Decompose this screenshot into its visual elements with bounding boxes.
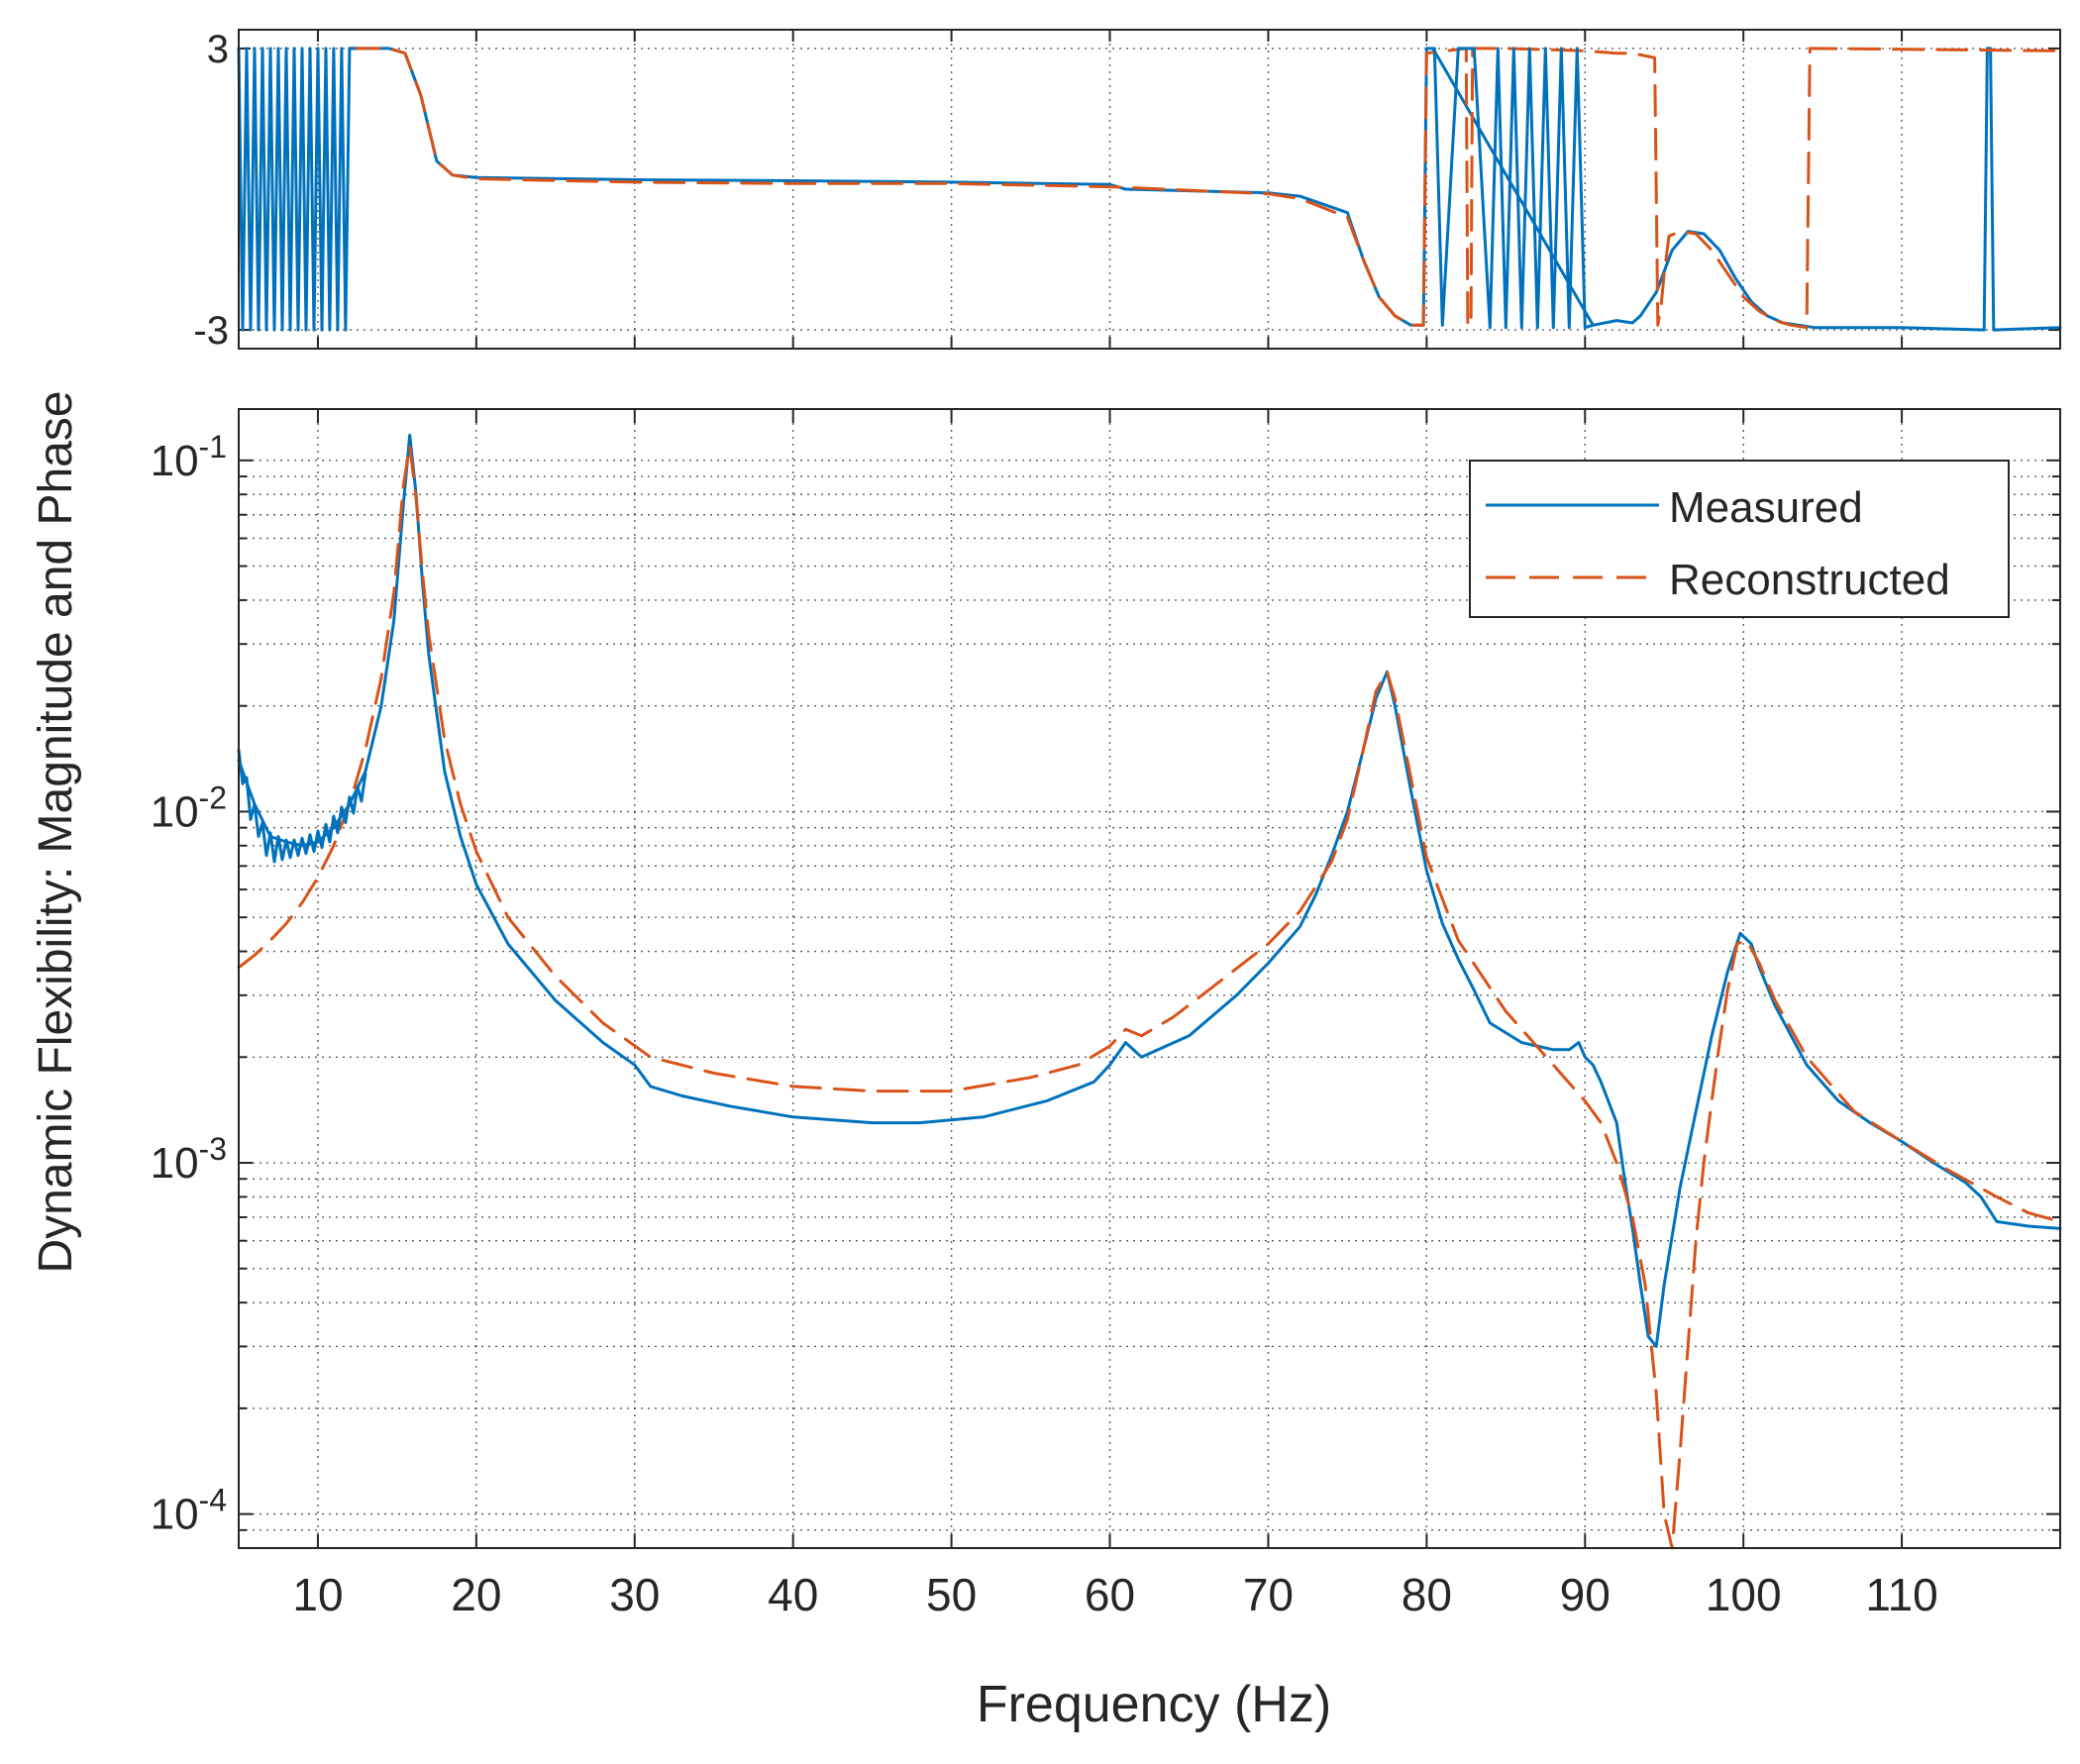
phase-y-tick-label: -3 [193, 309, 229, 353]
x-tick-label: 100 [1706, 1569, 1782, 1620]
magnitude-y-tick-labels: 10-4 10-3 10-2 10-1 [151, 429, 227, 1539]
magnitude-y-tick-label: 10-3 [151, 1131, 227, 1188]
legend-box [1469, 460, 2010, 618]
phase-axes-frame [238, 29, 2061, 350]
legend: Measured Reconstructed [1469, 460, 2010, 618]
magnitude-lines [237, 433, 2062, 1550]
legend-label-measured: Measured [1669, 483, 1863, 532]
x-tick-label: 40 [768, 1569, 818, 1620]
x-axis-label: Frequency (Hz) [977, 1676, 1331, 1733]
phase-lines [237, 47, 2062, 332]
magnitude-axes-frame [238, 408, 2061, 1549]
phase-series-measured-phase-wrapping-5-12-hz [237, 47, 357, 332]
x-tick-label: 50 [926, 1569, 977, 1620]
x-tick-label: 80 [1402, 1569, 1452, 1620]
legend-label-reconstructed: Reconstructed [1669, 556, 1950, 604]
phase-y-tick-labels: -3 3 [193, 28, 229, 353]
magnitude-panel: 10-4 10-3 10-2 10-1 10 20 30 40 50 60 70 80 90 100 11… [151, 30, 2062, 1620]
y-axis-label: Dynamic Flexibility: Magnitude and Phase [30, 390, 82, 1273]
phase-y-tick-label: 3 [207, 28, 229, 71]
x-tick-label: 10 [292, 1569, 343, 1620]
x-tick-label: 110 [1865, 1569, 1937, 1620]
phase-series-measured-phase-wrapping-80-90-hz [1432, 47, 1595, 330]
magnitude-y-tick-label: 10-2 [151, 779, 227, 836]
magnitude-grid [239, 30, 2060, 1549]
x-tick-label: 90 [1560, 1569, 1611, 1620]
x-tick-label: 60 [1085, 1569, 1135, 1620]
magnitude-y-tick-label: 10-4 [151, 1483, 227, 1539]
x-tick-label: 30 [609, 1569, 660, 1620]
x-tick-label: 70 [1243, 1569, 1294, 1620]
magnitude-series-reconstructed [237, 444, 2062, 1550]
phase-panel: -3 3 [193, 28, 2062, 353]
x-tick-label: 20 [451, 1569, 501, 1620]
phase-grid [239, 30, 2060, 349]
magnitude-series-measured-ripple-5-13-hz [237, 748, 367, 864]
x-tick-labels: 10 20 30 40 50 60 70 80 90 100 110 [292, 1569, 1937, 1620]
magnitude-y-tick-label: 10-1 [151, 429, 227, 485]
